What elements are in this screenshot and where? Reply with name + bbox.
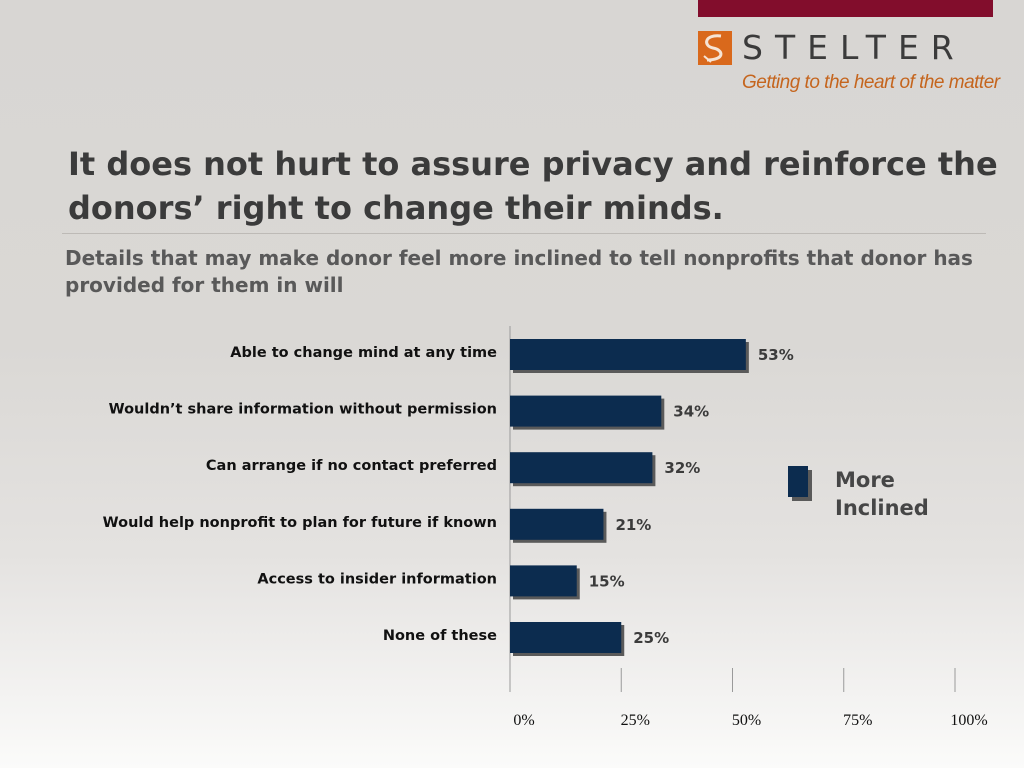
company-logo: STELTER Getting to the heart of the matt…	[698, 28, 1000, 100]
bar-value-label: 25%	[633, 629, 669, 647]
brand-color-bar	[698, 0, 993, 17]
logo-wordmark: STELTER	[742, 28, 966, 67]
x-tick-label: 25%	[621, 712, 650, 729]
bar-value-label: 32%	[664, 459, 700, 477]
category-label: Can arrange if no contact preferred	[206, 458, 497, 474]
bar	[510, 339, 746, 370]
x-tick-label: 100%	[950, 712, 987, 729]
bar-value-label: 53%	[758, 346, 794, 364]
bar	[510, 565, 577, 597]
x-tick-label: 75%	[843, 712, 872, 729]
x-tick-label: 50%	[732, 712, 761, 729]
bar-value-label: 34%	[673, 403, 709, 421]
logo-tagline: Getting to the heart of the matter	[742, 72, 1000, 93]
category-label: None of these	[383, 628, 497, 644]
legend-label: More Inclined	[835, 468, 929, 520]
bar	[510, 452, 653, 484]
category-label: Wouldn’t share information without permi…	[109, 402, 497, 418]
category-label: Access to insider information	[257, 571, 497, 587]
bar	[510, 508, 604, 540]
title-divider	[62, 233, 986, 234]
bar-value-label: 21%	[615, 516, 651, 534]
x-tick-label: 0%	[513, 712, 534, 729]
bar	[510, 622, 622, 653]
logo-mark-icon	[698, 31, 732, 65]
chart-legend: More Inclined	[788, 466, 968, 526]
chart-subtitle: Details that may make donor feel more in…	[65, 246, 973, 297]
category-label: Would help nonprofit to plan for future …	[103, 515, 497, 531]
bar-value-label: 15%	[589, 572, 625, 590]
page-title: It does not hurt to assure privacy and r…	[68, 145, 998, 227]
legend-swatch	[788, 466, 808, 497]
category-label: Able to change mind at any time	[230, 345, 497, 361]
bar	[510, 395, 662, 427]
